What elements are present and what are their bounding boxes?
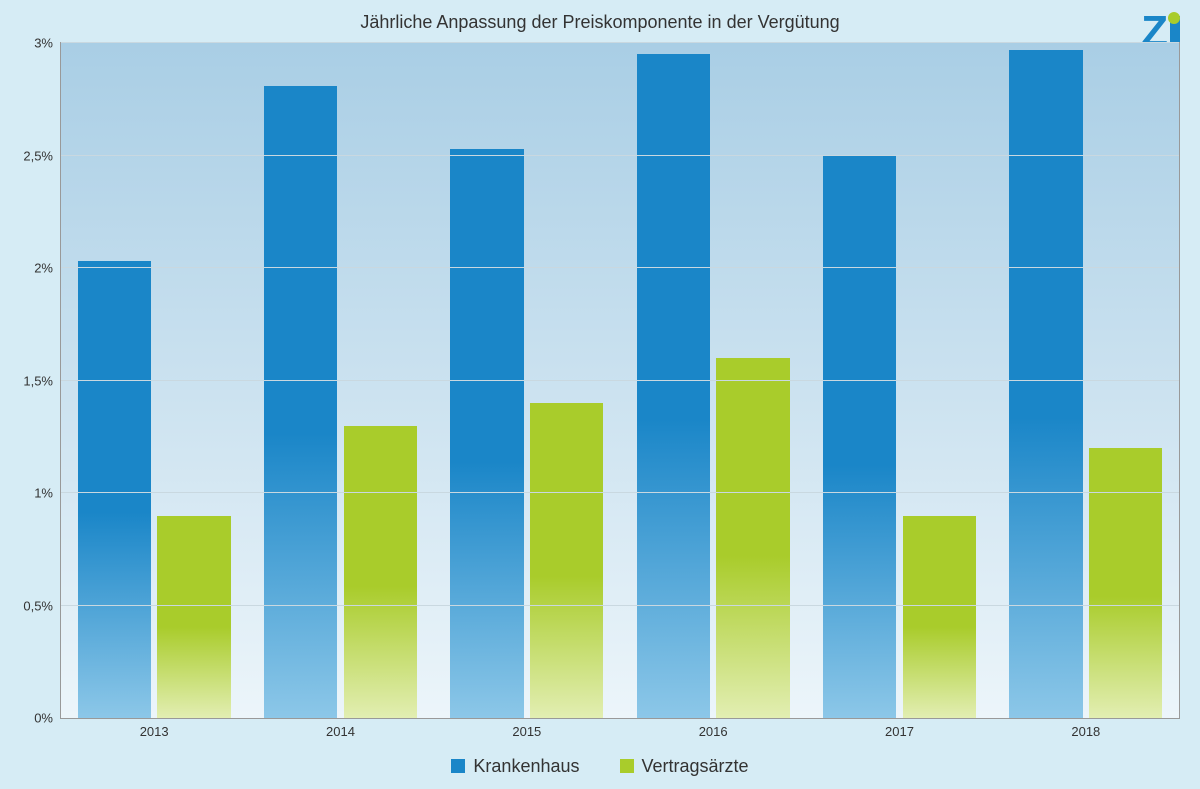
bar [157, 516, 230, 719]
y-tick-label: 1% [34, 486, 53, 501]
gridline [61, 42, 1179, 43]
y-tick-label: 2% [34, 261, 53, 276]
x-tick-label: 2017 [885, 724, 914, 739]
x-tick-label: 2018 [1071, 724, 1100, 739]
bar [1009, 50, 1082, 718]
y-tick-label: 3% [34, 36, 53, 51]
bar [450, 149, 523, 718]
bar [1089, 448, 1162, 718]
x-tick-label: 2016 [699, 724, 728, 739]
bar [530, 403, 603, 718]
bar [716, 358, 789, 718]
bar [344, 426, 417, 719]
x-tick-label: 2014 [326, 724, 355, 739]
gridline [61, 605, 1179, 606]
y-tick-label: 0% [34, 711, 53, 726]
bar-group [264, 43, 417, 718]
gridline [61, 492, 1179, 493]
bar [264, 86, 337, 718]
bar [903, 516, 976, 719]
gridline [61, 380, 1179, 381]
bars-layer: 201320142015201620172018 [61, 43, 1179, 718]
bar-group [1009, 43, 1162, 718]
bar-group [823, 43, 976, 718]
legend-label: Krankenhaus [473, 756, 579, 776]
legend: Krankenhaus Vertragsärzte [0, 756, 1200, 777]
x-tick-label: 2015 [512, 724, 541, 739]
bar-group [450, 43, 603, 718]
bar-group [637, 43, 790, 718]
y-tick-label: 2,5% [23, 148, 53, 163]
x-tick-label: 2013 [140, 724, 169, 739]
chart-page: Z Jährliche Anpassung der Preiskomponent… [0, 0, 1200, 789]
bar [823, 156, 896, 719]
gridline [61, 155, 1179, 156]
bar [78, 261, 151, 718]
legend-swatch-icon [451, 759, 465, 773]
plot-area: 201320142015201620172018 0%0,5%1%1,5%2%2… [60, 42, 1180, 719]
legend-swatch-icon [620, 759, 634, 773]
gridline [61, 267, 1179, 268]
bar-group [78, 43, 231, 718]
y-tick-label: 1,5% [23, 373, 53, 388]
legend-item: Krankenhaus [451, 756, 579, 777]
chart-title: Jährliche Anpassung der Preiskomponente … [0, 12, 1200, 33]
y-tick-label: 0,5% [23, 598, 53, 613]
legend-item: Vertragsärzte [620, 756, 749, 777]
legend-label: Vertragsärzte [642, 756, 749, 776]
